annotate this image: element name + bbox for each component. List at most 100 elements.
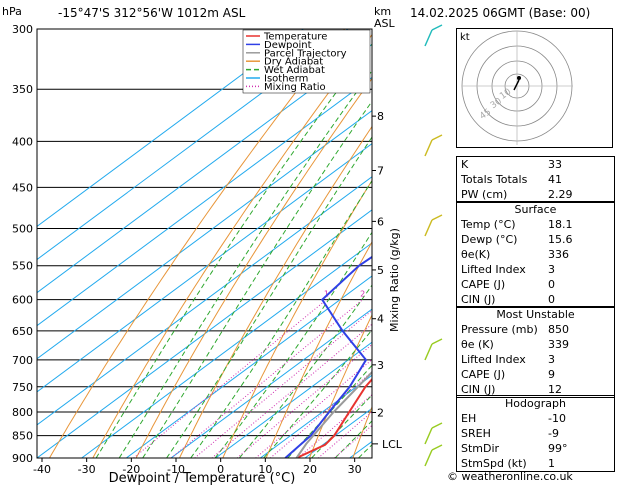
wind-barb	[424, 427, 433, 445]
wind-barb	[424, 139, 433, 157]
dry-adiabat	[179, 125, 372, 458]
wet-adiabat	[263, 328, 372, 458]
index-row: StmSpd (kt) 1	[457, 456, 614, 471]
legend-entry: Dewpoint	[264, 40, 312, 51]
index-label: CAPE (J)	[461, 278, 506, 291]
index-row: Lifted Index 3	[457, 262, 614, 277]
km-tick-label: 2	[377, 406, 384, 419]
pressure-tick-label: 350	[12, 83, 33, 96]
index-value: 0	[548, 278, 555, 291]
wind-barb-flag	[431, 338, 443, 345]
dry-adiabat	[222, 179, 372, 458]
index-label: PW (cm)	[461, 188, 508, 201]
index-row: CIN (J) 12	[457, 382, 614, 397]
index-value: 41	[548, 173, 562, 186]
index-row: EH -10	[457, 411, 614, 426]
legend-entry: Temperature	[263, 32, 327, 43]
wind-barb-flag	[431, 444, 443, 451]
index-label: θe(K)	[461, 248, 491, 261]
storm-motion-dot	[517, 76, 521, 80]
most-unstable-title: Most Unstable	[496, 308, 575, 321]
km-label: km	[374, 5, 391, 18]
index-value: 33	[548, 158, 562, 171]
pressure-tick-label: 900	[12, 452, 33, 465]
index-label: Pressure (mb)	[461, 323, 538, 336]
isotherm	[37, 76, 372, 327]
index-value: -9	[548, 427, 559, 440]
pressure-tick-label: 450	[12, 181, 33, 194]
index-row: Dewp (°C) 15.6	[457, 232, 614, 247]
index-label: Totals Totals	[461, 173, 528, 186]
wind-barb	[424, 343, 433, 361]
pressure-tick-label: 750	[12, 381, 33, 394]
index-label: CAPE (J)	[461, 368, 506, 381]
asl-label: ASL	[374, 17, 396, 30]
plot-frame	[36, 28, 373, 459]
x-tick-label: -20	[122, 463, 140, 476]
wet-adiabat	[142, 100, 372, 458]
index-row: Temp (°C) 18.1	[457, 217, 614, 232]
index-value: 1	[548, 457, 555, 470]
index-row: SREH -9	[457, 426, 614, 441]
index-label: Lifted Index	[461, 353, 526, 366]
mixing-ratio-label: 6	[423, 290, 428, 299]
mixing-ratio-label: 3	[382, 290, 387, 299]
hodograph-trace	[513, 79, 520, 91]
x-axis-title: Dewpoint / Temperature (°C)	[109, 471, 296, 486]
dry-adiabat	[613, 29, 629, 458]
wet-adiabat	[166, 136, 372, 458]
index-value: 12	[548, 383, 562, 396]
isotherm	[37, 143, 372, 393]
km-tick-label: 8	[377, 110, 384, 123]
pressure-tick-label: 500	[12, 222, 33, 235]
index-value: 2.29	[548, 188, 573, 201]
pressure-tick-label: 850	[12, 430, 33, 443]
index-label: CIN (J)	[461, 293, 496, 306]
km-tick-label: 6	[377, 215, 384, 228]
pressure-tick-label: 650	[12, 325, 33, 338]
index-value: 336	[548, 248, 569, 261]
wind-barb	[424, 449, 433, 467]
km-tick-label: 4	[377, 313, 384, 326]
mixing-ratio-line	[211, 323, 372, 458]
index-row: PW (cm) 2.29	[457, 187, 614, 202]
isotherm	[170, 308, 372, 458]
index-value: 339	[548, 338, 569, 351]
index-row: K 33	[457, 157, 614, 172]
isotherm	[215, 341, 372, 458]
wet-adiabat	[95, 43, 372, 458]
isotherm	[37, 176, 372, 426]
index-row: Lifted Index 3	[457, 352, 614, 367]
index-label: StmDir	[461, 442, 500, 455]
mixing-ratio-axis-title: Mixing Ratio (g/kg)	[388, 228, 401, 332]
mixing-ratio-line	[194, 309, 372, 458]
index-value: -10	[548, 412, 566, 425]
km-tick-label: 7	[377, 164, 384, 177]
x-tick-label: -10	[167, 463, 185, 476]
km-tick-label: 5	[377, 264, 384, 277]
profile-temperature	[296, 377, 372, 458]
isotherm	[37, 29, 304, 228]
pressure-tick-label: 550	[12, 260, 33, 273]
hpa-label: hPa	[2, 5, 22, 18]
most-unstable-panel: Most Unstable Pressure (mb) 850 θe (K) 339 L…	[456, 306, 615, 398]
isotherm	[126, 275, 372, 458]
pressure-tick-label: 700	[12, 354, 33, 367]
index-label: SREH	[461, 427, 491, 440]
surface-title: Surface	[514, 203, 557, 216]
datetime-header: 14.02.2025 06GMT (Base: 00)	[410, 6, 591, 20]
wind-barb-flag	[431, 422, 443, 429]
dry-adiabat	[352, 405, 372, 458]
index-label: CIN (J)	[461, 383, 496, 396]
x-tick-label: -40	[33, 463, 51, 476]
wind-barb-flag	[431, 24, 443, 31]
wind-barb	[424, 29, 433, 47]
wind-barb	[424, 219, 433, 237]
index-label: θe (K)	[461, 338, 494, 351]
isotherm	[37, 43, 372, 294]
index-row: CAPE (J) 9	[457, 367, 614, 382]
dry-adiabat	[135, 77, 372, 458]
index-label: Dewp (°C)	[461, 233, 518, 246]
